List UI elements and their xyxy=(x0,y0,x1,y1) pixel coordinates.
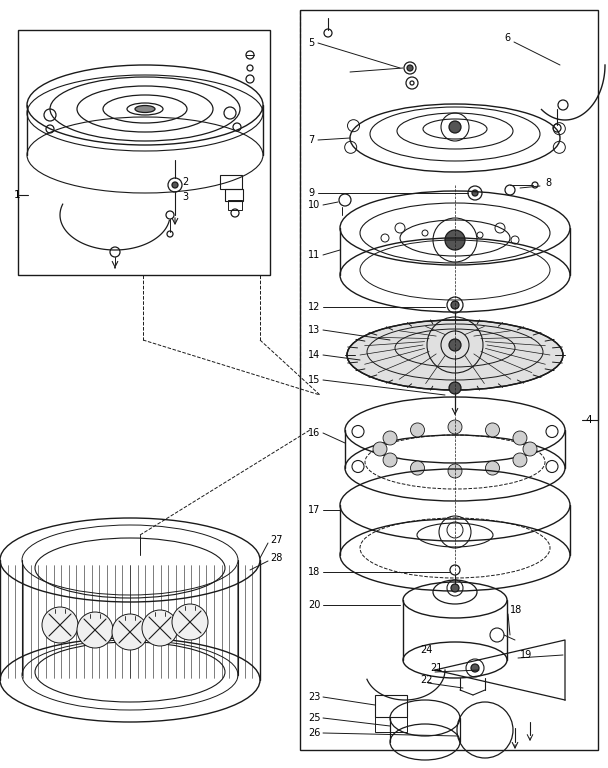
Circle shape xyxy=(486,423,500,437)
Text: 15: 15 xyxy=(308,375,320,385)
Circle shape xyxy=(407,65,413,71)
Circle shape xyxy=(172,604,208,640)
Text: 17: 17 xyxy=(308,505,320,515)
Circle shape xyxy=(410,423,424,437)
Text: 21: 21 xyxy=(430,663,443,673)
Text: 6: 6 xyxy=(504,33,510,43)
Text: 11: 11 xyxy=(308,250,320,260)
Text: 24: 24 xyxy=(420,645,432,655)
Text: 18: 18 xyxy=(308,567,320,577)
Circle shape xyxy=(451,301,459,309)
Text: 12: 12 xyxy=(308,302,320,312)
Text: 9: 9 xyxy=(308,188,314,198)
Text: 14: 14 xyxy=(308,350,320,360)
Circle shape xyxy=(449,382,461,394)
Circle shape xyxy=(445,230,465,250)
Circle shape xyxy=(112,614,148,650)
Circle shape xyxy=(472,190,478,196)
Circle shape xyxy=(410,461,424,475)
Text: 1: 1 xyxy=(14,190,21,200)
Circle shape xyxy=(486,461,500,475)
Bar xyxy=(18,30,270,275)
Circle shape xyxy=(523,442,537,456)
Bar xyxy=(220,175,242,189)
Circle shape xyxy=(513,431,527,445)
Ellipse shape xyxy=(135,105,155,112)
Text: 16: 16 xyxy=(308,428,320,438)
Text: 4: 4 xyxy=(585,415,592,425)
Text: 26: 26 xyxy=(308,728,320,738)
Text: 5: 5 xyxy=(308,38,314,48)
Bar xyxy=(375,695,407,717)
Text: 18: 18 xyxy=(510,605,522,615)
Text: 3: 3 xyxy=(182,192,188,202)
Text: 28: 28 xyxy=(270,553,282,563)
Circle shape xyxy=(42,607,78,643)
Text: 8: 8 xyxy=(545,178,551,188)
Circle shape xyxy=(513,453,527,467)
Bar xyxy=(300,10,598,750)
Circle shape xyxy=(142,610,178,646)
Circle shape xyxy=(172,182,178,188)
Text: 22: 22 xyxy=(420,675,432,685)
Circle shape xyxy=(448,420,462,434)
Text: 25: 25 xyxy=(308,713,320,723)
Circle shape xyxy=(451,584,459,592)
Circle shape xyxy=(383,453,397,467)
Circle shape xyxy=(448,464,462,478)
Circle shape xyxy=(77,612,113,648)
Circle shape xyxy=(383,431,397,445)
Circle shape xyxy=(449,339,461,351)
Text: 20: 20 xyxy=(308,600,320,610)
Text: 2: 2 xyxy=(182,177,188,187)
Circle shape xyxy=(471,664,479,672)
Circle shape xyxy=(449,121,461,133)
Bar xyxy=(225,189,243,201)
Bar xyxy=(228,200,242,210)
Text: 13: 13 xyxy=(308,325,320,335)
Ellipse shape xyxy=(347,320,563,390)
Circle shape xyxy=(373,442,387,456)
Text: 10: 10 xyxy=(308,200,320,210)
Text: 27: 27 xyxy=(270,535,283,545)
Bar xyxy=(375,717,407,732)
Text: 19: 19 xyxy=(520,650,532,660)
Text: 7: 7 xyxy=(308,135,314,145)
Text: 23: 23 xyxy=(308,692,320,702)
